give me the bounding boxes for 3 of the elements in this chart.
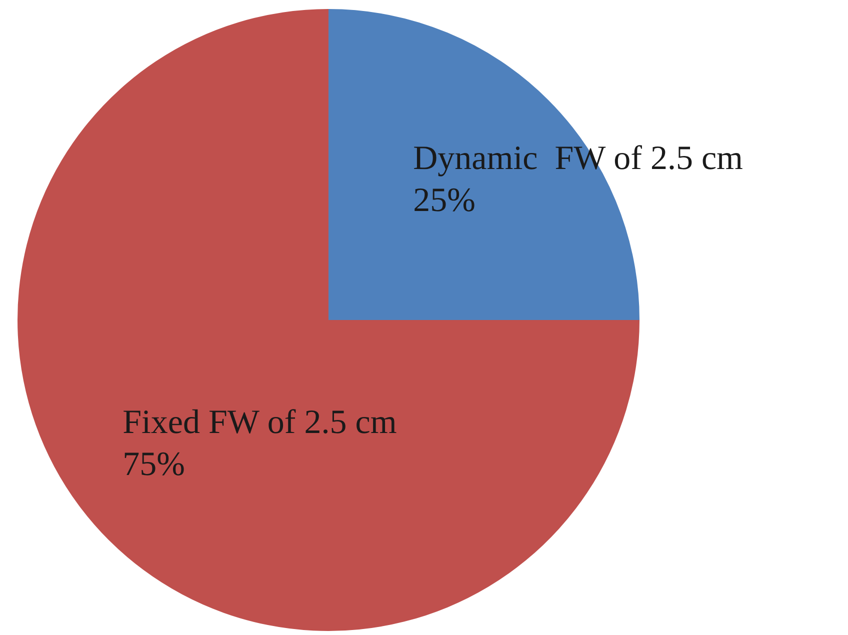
data-label: 75%	[122, 446, 185, 483]
slice-label: Fixed FW of 2.5 cm	[122, 404, 397, 441]
data-label: 25%	[413, 182, 476, 219]
